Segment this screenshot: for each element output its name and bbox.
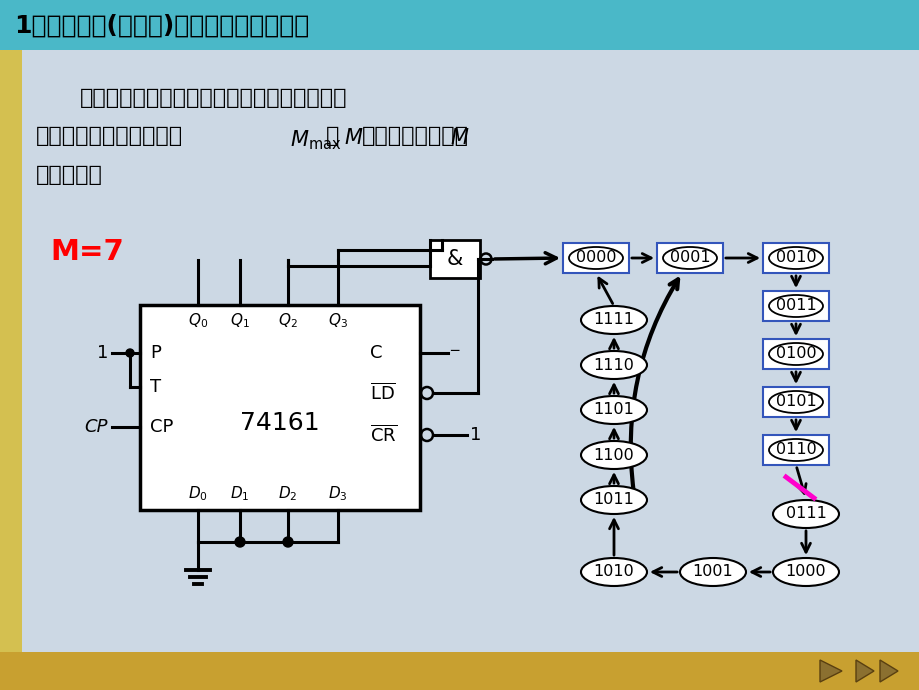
Text: 1110: 1110 bbox=[593, 357, 634, 373]
Text: 1: 1 bbox=[96, 344, 108, 362]
Text: C: C bbox=[369, 344, 382, 362]
Bar bbox=[762, 435, 828, 465]
Text: 0001: 0001 bbox=[669, 250, 709, 266]
Bar bbox=[762, 387, 828, 417]
Text: 0011: 0011 bbox=[775, 299, 815, 313]
Text: $M$: $M$ bbox=[449, 128, 469, 148]
Text: $\overline{\rm LD}$: $\overline{\rm LD}$ bbox=[369, 383, 395, 404]
Text: 1111: 1111 bbox=[593, 313, 634, 328]
Bar bbox=[0, 652, 919, 690]
Polygon shape bbox=[879, 660, 897, 682]
Text: 计数器的。: 计数器的。 bbox=[36, 165, 103, 185]
Text: 74161: 74161 bbox=[240, 411, 320, 435]
Text: －: － bbox=[325, 126, 339, 146]
Text: 1000: 1000 bbox=[785, 564, 825, 580]
Ellipse shape bbox=[768, 391, 823, 413]
Ellipse shape bbox=[663, 247, 716, 269]
Ellipse shape bbox=[768, 247, 823, 269]
Ellipse shape bbox=[581, 396, 646, 424]
Text: $Q_2$: $Q_2$ bbox=[278, 312, 298, 331]
Circle shape bbox=[126, 349, 134, 357]
Ellipse shape bbox=[581, 441, 646, 469]
Text: $D_3$: $D_3$ bbox=[328, 484, 347, 503]
Ellipse shape bbox=[768, 295, 823, 317]
Text: P: P bbox=[150, 344, 161, 362]
Text: &: & bbox=[447, 249, 462, 269]
Polygon shape bbox=[819, 660, 841, 682]
Text: 1101: 1101 bbox=[593, 402, 634, 417]
Ellipse shape bbox=[772, 558, 838, 586]
Text: $Q_0$: $Q_0$ bbox=[187, 312, 208, 331]
Bar bbox=[0, 50, 22, 660]
Circle shape bbox=[283, 537, 292, 547]
Bar bbox=[0, 0, 919, 50]
Text: $Q_3$: $Q_3$ bbox=[328, 312, 347, 331]
Bar bbox=[762, 339, 828, 369]
Ellipse shape bbox=[581, 486, 646, 514]
Text: 1: 1 bbox=[470, 426, 481, 444]
Bar bbox=[762, 243, 828, 273]
Polygon shape bbox=[855, 660, 873, 682]
Ellipse shape bbox=[568, 247, 622, 269]
Ellipse shape bbox=[581, 351, 646, 379]
Ellipse shape bbox=[679, 558, 745, 586]
Ellipse shape bbox=[768, 343, 823, 365]
Text: 1、用置数法(置位法)获得任意进制计数器: 1、用置数法(置位法)获得任意进制计数器 bbox=[14, 14, 309, 38]
Text: 0101: 0101 bbox=[775, 395, 815, 409]
Text: 置数法与置零法不同，它是通过给计数器重复: 置数法与置零法不同，它是通过给计数器重复 bbox=[80, 88, 347, 108]
Ellipse shape bbox=[768, 439, 823, 461]
Text: 0111: 0111 bbox=[785, 506, 825, 522]
Bar bbox=[562, 243, 629, 273]
Bar bbox=[656, 243, 722, 273]
Bar bbox=[429, 240, 480, 278]
Text: 0010: 0010 bbox=[775, 250, 815, 266]
Text: 0100: 0100 bbox=[775, 346, 815, 362]
Circle shape bbox=[234, 537, 244, 547]
Text: 个状态，而获得模: 个状态，而获得模 bbox=[361, 126, 469, 146]
Ellipse shape bbox=[772, 500, 838, 528]
Text: ─: ─ bbox=[449, 344, 458, 358]
Ellipse shape bbox=[581, 306, 646, 334]
Text: $Q_1$: $Q_1$ bbox=[230, 312, 250, 331]
Text: $\overline{\rm CR}$: $\overline{\rm CR}$ bbox=[369, 424, 397, 445]
Text: $D_1$: $D_1$ bbox=[230, 484, 249, 503]
Text: 1001: 1001 bbox=[692, 564, 732, 580]
Ellipse shape bbox=[581, 558, 646, 586]
Text: 1011: 1011 bbox=[593, 493, 634, 508]
Text: $M_{\mathrm{max}}$: $M_{\mathrm{max}}$ bbox=[289, 128, 341, 152]
Text: 0110: 0110 bbox=[775, 442, 815, 457]
Text: CP: CP bbox=[150, 418, 173, 436]
Bar bbox=[140, 305, 420, 510]
Text: 1010: 1010 bbox=[593, 564, 634, 580]
Text: M=7: M=7 bbox=[50, 238, 124, 266]
Bar bbox=[762, 291, 828, 321]
Text: 1100: 1100 bbox=[593, 448, 634, 462]
Text: 0000: 0000 bbox=[575, 250, 616, 266]
Text: $M$: $M$ bbox=[344, 128, 363, 148]
Text: T: T bbox=[150, 378, 161, 396]
Text: $D_2$: $D_2$ bbox=[278, 484, 298, 503]
Text: CP: CP bbox=[85, 418, 108, 436]
Text: $D_0$: $D_0$ bbox=[187, 484, 208, 503]
Text: 置入某个数值的方法跳过: 置入某个数值的方法跳过 bbox=[36, 126, 183, 146]
